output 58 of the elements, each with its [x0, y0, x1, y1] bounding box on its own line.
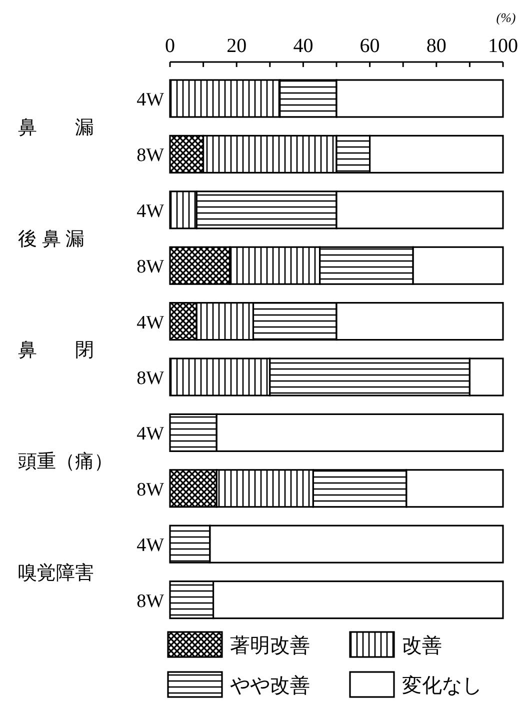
bar [196, 190, 338, 230]
bar [336, 79, 504, 118]
bar [169, 524, 211, 564]
legend-label: 著明改善 [230, 634, 310, 657]
x-tick-label: 40 [293, 35, 314, 57]
y-tick-label: 8W [136, 256, 164, 278]
bar [216, 413, 504, 452]
y-tick-label: 4W [136, 424, 164, 445]
bar [312, 469, 408, 508]
bar [169, 469, 218, 508]
bar [169, 302, 198, 341]
y-tick-label: 4W [136, 535, 164, 556]
bar [229, 246, 321, 285]
bar [468, 358, 504, 396]
text: 嗅覚障害 [18, 562, 94, 584]
text: 鼻 閉 [18, 340, 94, 362]
x-tick-label: 100 [488, 35, 518, 57]
legend-label: 改善 [402, 634, 442, 657]
plot: 0 20 40 60 80 100 [165, 35, 518, 620]
bar [202, 134, 338, 174]
y-tick-label: 8W [136, 368, 164, 389]
y-tick-label: 8W [136, 145, 164, 166]
bar [412, 246, 504, 285]
bar [319, 246, 414, 285]
bar [212, 580, 504, 620]
bar [336, 190, 504, 230]
bar [169, 413, 218, 452]
y-tick-label: 8W [136, 590, 164, 612]
text: 頭重（痛） [18, 452, 113, 473]
bar [209, 524, 504, 564]
text: 後 鼻 漏 [18, 228, 84, 250]
bar [279, 79, 338, 118]
bar [252, 302, 338, 341]
text: 鼻 漏 [18, 117, 94, 138]
x-tick-label: 60 [360, 35, 380, 57]
y-tick-label: 4W [136, 200, 164, 222]
bar [169, 190, 198, 230]
bar [196, 302, 254, 341]
bar [336, 302, 504, 341]
bar [406, 469, 504, 508]
bar [169, 358, 271, 396]
y-tick-label: 4W [136, 312, 164, 334]
bar [336, 134, 371, 174]
x-tick-label: 20 [226, 35, 247, 57]
bar [169, 580, 214, 620]
bar [169, 246, 231, 285]
bar [216, 469, 314, 508]
x-tick-label: 80 [426, 35, 446, 57]
bar [169, 134, 204, 174]
legend-label: やや改善 [230, 674, 310, 697]
bar [269, 358, 470, 396]
legend-label: 変化なし [402, 674, 482, 697]
x-axis-title: (%) [496, 10, 516, 25]
y-tick-label: 4W [136, 90, 164, 110]
y-tick-label: 8W [136, 479, 164, 500]
x-tick-label: 0 [165, 35, 175, 57]
bar [369, 134, 504, 174]
bar [169, 79, 281, 118]
